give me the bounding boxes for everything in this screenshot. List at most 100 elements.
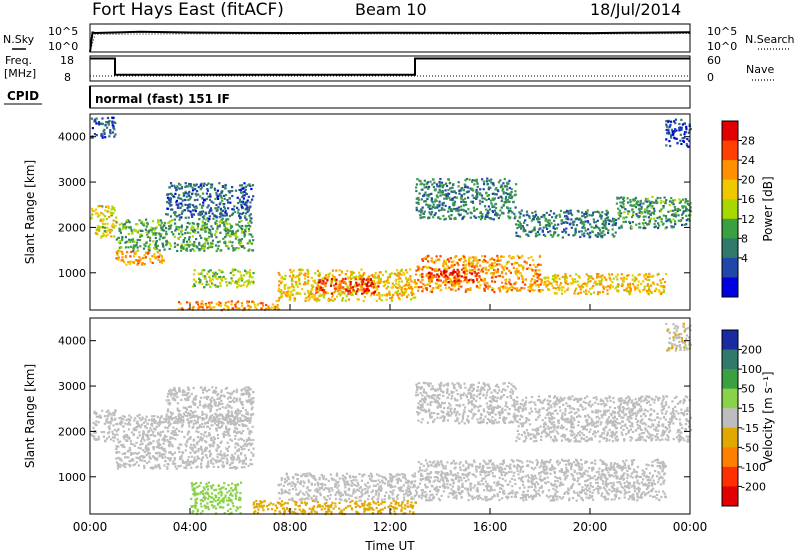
range-cell bbox=[308, 293, 311, 296]
noise-frame bbox=[89, 23, 691, 53]
range-cell bbox=[435, 255, 438, 258]
range-cell bbox=[273, 306, 276, 309]
range-cell bbox=[424, 265, 427, 268]
range-cell bbox=[202, 204, 205, 207]
range-cell bbox=[490, 262, 493, 266]
range-cell bbox=[397, 297, 401, 300]
range-cell bbox=[593, 281, 596, 284]
range-cell bbox=[452, 269, 455, 273]
range-cell bbox=[182, 241, 185, 244]
range-cell bbox=[465, 203, 468, 206]
range-cell bbox=[232, 247, 235, 250]
range-cell bbox=[147, 451, 150, 454]
range-cell bbox=[444, 262, 448, 266]
range-cell bbox=[196, 465, 199, 468]
range-cell bbox=[125, 456, 128, 459]
range-cell bbox=[223, 452, 226, 455]
range-cell bbox=[179, 413, 182, 417]
range-cell bbox=[221, 417, 224, 420]
range-cell bbox=[238, 225, 241, 228]
range-cell bbox=[129, 440, 132, 443]
range-cell bbox=[113, 207, 116, 210]
range-cell bbox=[223, 223, 226, 226]
range-cell bbox=[291, 289, 294, 292]
range-cell bbox=[636, 286, 639, 289]
range-cell bbox=[103, 230, 106, 233]
range-cell bbox=[342, 291, 345, 294]
range-cell bbox=[223, 417, 226, 420]
range-cell bbox=[592, 284, 595, 287]
range-cell bbox=[111, 121, 114, 124]
range-cell bbox=[530, 219, 533, 222]
range-cell bbox=[602, 229, 605, 233]
range-cell bbox=[665, 199, 668, 202]
range-cell bbox=[93, 410, 96, 413]
range-cell bbox=[539, 223, 542, 226]
range-cell bbox=[415, 186, 418, 189]
range-cell bbox=[197, 248, 201, 251]
range-cell bbox=[337, 290, 340, 293]
range-cell bbox=[463, 203, 466, 206]
range-cell bbox=[574, 228, 577, 232]
range-cell bbox=[236, 196, 239, 199]
range-cell bbox=[233, 430, 236, 433]
range-cell bbox=[605, 209, 608, 212]
range-cell bbox=[242, 245, 245, 248]
range-cell bbox=[674, 198, 677, 202]
range-cell bbox=[423, 183, 426, 186]
range-cell bbox=[114, 133, 117, 136]
range-cell bbox=[370, 281, 374, 284]
range-cell bbox=[148, 457, 151, 460]
range-cell bbox=[104, 124, 107, 127]
range-cell bbox=[564, 211, 568, 214]
range-cell bbox=[120, 222, 123, 225]
range-cell bbox=[216, 444, 219, 447]
range-cell bbox=[671, 226, 674, 229]
range-cell bbox=[173, 386, 176, 390]
range-cell bbox=[685, 208, 688, 211]
range-cell bbox=[129, 423, 132, 426]
range-cell bbox=[221, 185, 225, 188]
range-cell bbox=[103, 215, 107, 218]
range-cell bbox=[208, 275, 211, 278]
range-cell bbox=[221, 279, 224, 282]
range-cell bbox=[603, 225, 606, 228]
range-cell bbox=[359, 275, 362, 278]
range-cell bbox=[237, 300, 240, 303]
range-cell bbox=[205, 415, 208, 418]
range-cell bbox=[491, 289, 494, 292]
range-cell bbox=[100, 431, 103, 434]
range-cell bbox=[483, 255, 487, 258]
range-cell bbox=[496, 256, 499, 259]
range-cell bbox=[580, 286, 583, 289]
range-cell bbox=[458, 277, 461, 280]
range-cell bbox=[225, 430, 229, 434]
range-cell bbox=[173, 431, 176, 434]
range-cell bbox=[451, 202, 455, 205]
range-cell bbox=[537, 277, 540, 280]
range-cell bbox=[206, 397, 209, 400]
noise-bottom-tick-right: 10^0 bbox=[707, 40, 737, 53]
range-cell bbox=[631, 204, 634, 207]
range-cell bbox=[584, 220, 587, 223]
range-cell bbox=[168, 402, 172, 405]
range-cell bbox=[97, 421, 100, 424]
range-cell bbox=[546, 224, 549, 227]
range-cell bbox=[203, 249, 206, 252]
range-cell bbox=[184, 190, 187, 193]
range-cell bbox=[455, 279, 458, 282]
range-cell bbox=[469, 288, 472, 291]
range-cell bbox=[136, 223, 139, 226]
range-cell bbox=[486, 287, 489, 290]
range-cell bbox=[656, 201, 659, 204]
range-cell bbox=[141, 220, 144, 223]
range-cell bbox=[487, 268, 490, 272]
range-cell bbox=[180, 229, 183, 232]
range-cell bbox=[669, 144, 672, 148]
range-cell bbox=[238, 424, 241, 427]
range-cell bbox=[590, 225, 593, 229]
range-cell bbox=[629, 284, 632, 287]
range-cell bbox=[451, 273, 454, 276]
range-cell bbox=[180, 246, 183, 249]
range-cell bbox=[115, 257, 118, 260]
